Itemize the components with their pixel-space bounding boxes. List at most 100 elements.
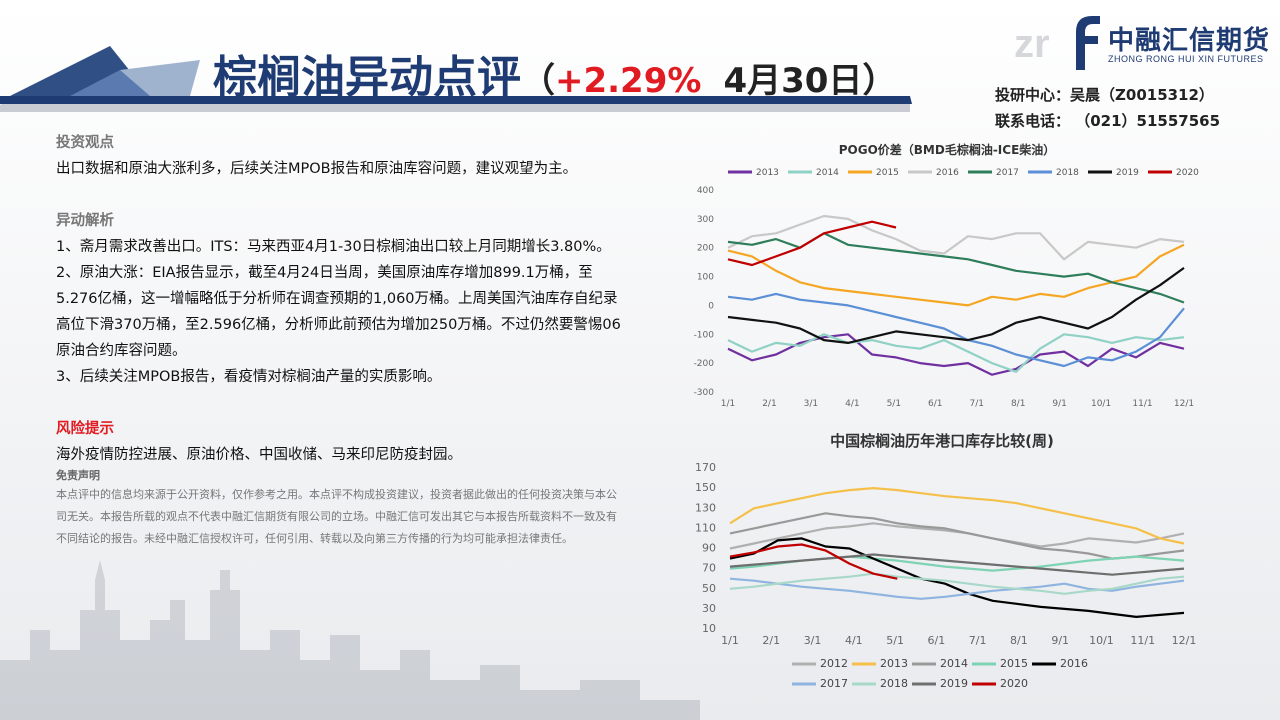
legend-label: 2019: [940, 677, 968, 690]
legend-label: 2017: [820, 677, 848, 690]
chart1-y-axis: 400 300 200 100 0 -100 -200 -300: [694, 186, 715, 398]
series-line-2016: [729, 537, 1185, 618]
x-tick-label: 5/1: [886, 634, 904, 647]
legend-label: 2016: [936, 168, 959, 178]
series-line-2016: [727, 214, 1185, 261]
x-tick-label: 8/1: [1010, 634, 1028, 647]
series-line-2015: [729, 555, 1185, 572]
contact-info: 投研中心：吴晨（Z0015312） 联系电话： （021）51557565: [995, 82, 1220, 134]
view-heading: 投资观点: [56, 135, 114, 151]
x-tick-label: 4/1: [845, 399, 859, 409]
legend-label: 2018: [880, 677, 908, 690]
chart1-legend: 2013 2014 2015 2016 2017 2018 2019 2020: [728, 168, 1199, 178]
port-inventory-chart: 中国棕榈油历年港口库存比较(周) 1701501301109070503010 …: [695, 432, 1196, 690]
pogo-spread-chart: POGO价差（BMD毛棕榈油-ICE柴油） 2013 2014 2015 2016 20…: [694, 142, 1200, 409]
legend-label: 2020: [1176, 168, 1199, 178]
x-tick-label: 12/1: [1172, 634, 1197, 647]
x-tick-label: 3/1: [804, 399, 818, 409]
series-line-2018: [729, 572, 1185, 595]
legend-label: 2017: [996, 168, 1019, 178]
y-tick-label: 0: [708, 301, 714, 311]
legend-label: 2014: [940, 657, 968, 670]
x-tick-label: 2/1: [762, 399, 776, 409]
title-paren-close: ）: [862, 61, 897, 101]
logo-company-name-en: ZHONG RONG HUI XIN FUTURES: [1108, 54, 1264, 64]
x-tick-label: 9/1: [1051, 634, 1069, 647]
title-date: 4月30日: [723, 61, 863, 101]
x-tick-label: 3/1: [804, 634, 822, 647]
legend-label: 2016: [1060, 657, 1088, 670]
y-tick-label: 100: [697, 273, 714, 283]
y-tick-label: 150: [695, 481, 716, 494]
x-tick-label: 4/1: [845, 634, 863, 647]
title-paren-open: （: [521, 61, 555, 101]
chart2-legend: 2012 2013 2014 2015 2016 2017 2018 2019 2020: [792, 657, 1088, 690]
commentary-column: 投资观点 出口数据和原油大涨利多，后续关注MPOB报告和原油库容问题，建议观望为…: [56, 130, 626, 550]
y-tick-label: 130: [695, 501, 716, 514]
chart2-series: [729, 487, 1185, 618]
y-tick-label: 30: [702, 602, 716, 615]
analysis-item: 1、斋月需求改善出口。ITS：马来西亚4月1-30日棕榈油出口较上月同期增长3.…: [56, 239, 611, 255]
x-tick-label: 11/1: [1130, 634, 1155, 647]
y-tick-label: -300: [694, 388, 715, 398]
chart2-y-axis: 170 150 130 110 90 70 50 30 10: [695, 461, 716, 635]
x-tick-label: 2/1: [762, 634, 780, 647]
logo-f-icon: [1076, 16, 1100, 70]
company-logo: zr 中融汇信期货 ZHONG RONG HUI XIN FUTURES: [1010, 10, 1270, 76]
phone-line: 联系电话： （021）51557565: [995, 112, 1221, 130]
series-line-2017: [729, 577, 1185, 600]
x-tick-label: 10/1: [1091, 399, 1111, 409]
x-tick-label: 8/1: [1011, 399, 1025, 409]
y-tick-label: 10: [702, 622, 716, 635]
y-tick-label: -100: [694, 330, 715, 340]
legend-label: 2015: [1000, 657, 1028, 670]
legend-label: 2013: [756, 168, 779, 178]
logo-company-name: 中融汇信期货: [1108, 25, 1271, 55]
chart2-title: 中国棕榈油历年港口库存比较(周): [830, 432, 1054, 450]
analyst-line: 投研中心：吴晨（Z0015312）: [995, 86, 1214, 104]
x-tick-label: 1/1: [721, 634, 739, 647]
y-tick-label: 400: [697, 186, 714, 196]
chart1-series: [727, 214, 1185, 376]
y-tick-label: 300: [697, 215, 714, 225]
x-tick-label: 12/1: [1174, 399, 1194, 409]
legend-label: 2012: [820, 657, 848, 670]
y-tick-label: 70: [702, 562, 716, 575]
x-tick-label: 7/1: [969, 634, 987, 647]
x-tick-label: 5/1: [887, 399, 901, 409]
legend-label: 2019: [1116, 168, 1139, 178]
y-tick-label: 90: [702, 542, 716, 555]
x-tick-label: 6/1: [928, 634, 946, 647]
chart1-title: POGO价差（BMD毛棕榈油-ICE柴油）: [839, 142, 1056, 157]
title-topic: 异动点评: [345, 52, 521, 103]
y-tick-label: 50: [702, 582, 716, 595]
header-banner: [0, 46, 912, 112]
analysis-item: 2、原油大涨：EIA报告显示，截至4月24日当周，美国原油库存增加899.1万桶…: [56, 265, 621, 359]
series-line-2020: [729, 543, 898, 580]
series-line-2018: [727, 292, 1185, 368]
series-line-2013: [727, 333, 1185, 376]
x-tick-label: 7/1: [969, 399, 983, 409]
disclaimer-heading: 免责声明: [56, 469, 100, 482]
risk-text: 海外疫情防控进展、原油价格、中国收储、马来印尼防疫封园。: [56, 447, 462, 463]
legend-label: 2014: [816, 168, 839, 178]
analysis-heading: 异动解析: [56, 213, 114, 229]
series-line-2014: [729, 512, 1185, 560]
x-tick-label: 11/1: [1132, 399, 1152, 409]
series-line-2020: [727, 220, 897, 267]
series-line-2014: [727, 333, 1185, 373]
page-title: 棕榈油异动点评（+2.29% 4月30日）: [213, 50, 896, 106]
x-tick-label: 1/1: [721, 399, 735, 409]
x-tick-label: 6/1: [928, 399, 942, 409]
city-skyline-decoration: [0, 560, 700, 720]
legend-label: 2018: [1056, 168, 1079, 178]
title-commodity: 棕榈油: [213, 52, 345, 103]
legend-label: 2020: [1000, 677, 1028, 690]
chart2-x-axis: 1/1 2/1 3/1 4/1 5/1 6/1 7/1 8/1 9/1 10/1 11/1 12/1: [721, 634, 1196, 647]
analysis-item: 3、后续关注MPOB报告，看疫情对棕榈油产量的实质影响。: [56, 369, 442, 385]
series-line-2019: [727, 267, 1185, 344]
y-tick-label: 200: [697, 244, 714, 254]
series-line-2019: [729, 553, 1185, 576]
disclaimer-text: 本点评中的信息均来源于公开资料，仅作参考之用。本点评不构成投资建议，投资者据此做…: [56, 488, 617, 545]
